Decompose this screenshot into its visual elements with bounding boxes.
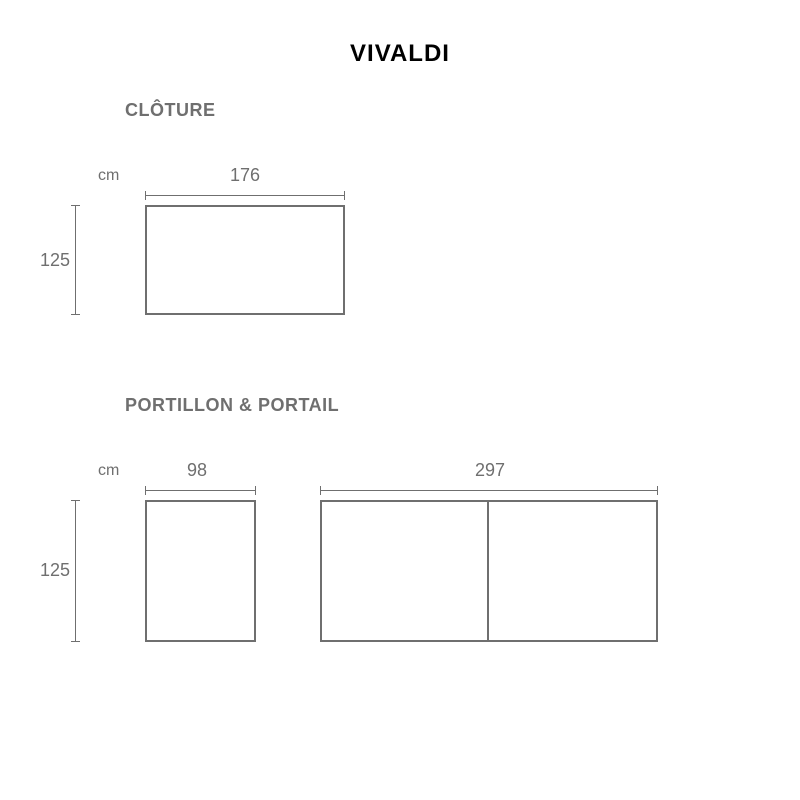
portail-width-line xyxy=(320,490,658,491)
portail-width-label: 297 xyxy=(475,460,505,481)
title: VIVALDI xyxy=(0,40,800,68)
cloture-width-line xyxy=(145,195,345,196)
portillon-width-tick-left xyxy=(145,486,146,495)
cloture-height-label: 125 xyxy=(40,250,70,271)
portillon-width-label: 98 xyxy=(187,460,207,481)
pp-height-tick-bottom xyxy=(71,641,80,642)
portail-width-tick-left xyxy=(320,486,321,495)
cloture-height-tick-top xyxy=(71,205,80,206)
cloture-height-line xyxy=(75,205,76,315)
cloture-unit: cm xyxy=(98,167,119,185)
portillon-width-tick-right xyxy=(255,486,256,495)
cloture-width-label: 176 xyxy=(230,165,260,186)
portail-box-2 xyxy=(489,500,658,642)
cloture-label: CLÔTURE xyxy=(125,100,216,121)
pp-height-label: 125 xyxy=(40,560,70,581)
portillon-width-line xyxy=(145,490,256,491)
cloture-width-tick-left xyxy=(145,191,146,200)
portail-box-1 xyxy=(320,500,489,642)
portillon-portail-unit: cm xyxy=(98,462,119,480)
portillon-box xyxy=(145,500,256,642)
pp-height-line xyxy=(75,500,76,642)
cloture-height-tick-bottom xyxy=(71,314,80,315)
cloture-width-tick-right xyxy=(344,191,345,200)
cloture-box xyxy=(145,205,345,315)
pp-height-tick-top xyxy=(71,500,80,501)
portillon-portail-label: PORTILLON & PORTAIL xyxy=(125,395,339,416)
portail-width-tick-right xyxy=(657,486,658,495)
